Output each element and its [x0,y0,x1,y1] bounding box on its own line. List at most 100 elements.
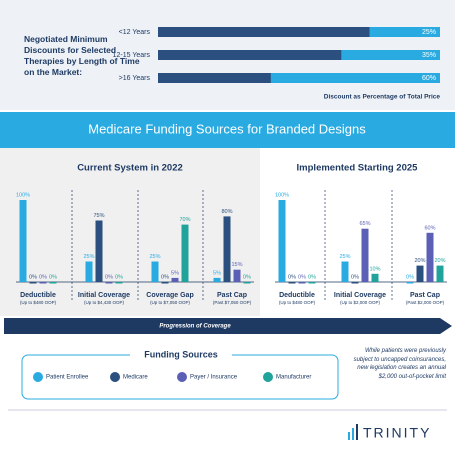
legend-label: Patient Enrollee [46,375,89,381]
value-label: 35% [422,52,436,59]
bar [49,282,57,284]
value-label: 80% [221,209,232,215]
category-label: Coverage Gap [146,292,193,299]
value-label: 25% [149,254,160,260]
banner-bg [0,112,455,148]
value-label: 5% [213,270,221,276]
bar [213,277,221,282]
category-note: (Up to $480 OOP) [279,300,316,305]
bar [233,269,241,282]
category-label: Past Cap [410,292,440,299]
value-label: 70% [179,217,190,223]
logo-mark [348,424,358,440]
category-note: (Past $2,000 OOP) [406,300,445,305]
bar [19,200,27,282]
bar [161,282,169,284]
value-label: 60% [424,225,435,231]
bar [105,282,113,284]
legend-title-bg [130,349,232,361]
bar [95,220,103,282]
value-label: 60% [422,75,436,82]
value-label: 15% [231,262,242,268]
value-label: 0% [115,274,123,280]
bar [171,277,179,282]
value-label: 0% [406,274,414,280]
value-label: 10% [369,266,380,272]
legend-swatch [177,372,187,382]
bar [39,282,47,284]
value-label: 0% [308,274,316,280]
value-label: 20% [414,258,425,264]
value-label: 25% [83,254,94,260]
bar [341,261,349,282]
legend-label: Manufacturer [276,375,311,381]
legend-label: Payer / Insurance [190,375,238,381]
legend-swatch [110,372,120,382]
bar [341,50,440,60]
value-label: 0% [298,274,306,280]
bar [361,228,369,282]
category-note: (Up to $7,050 OOP) [150,300,191,305]
value-label: 25% [339,254,350,260]
bar [29,282,37,284]
bar [243,282,251,284]
bar [151,261,159,282]
bar [223,216,231,282]
value-label: 5% [171,270,179,276]
category-note: (Up to $4,430 OOP) [84,300,125,305]
progression-label: Progression of Coverage [159,324,231,330]
legend-swatch [33,372,43,382]
value-label: 0% [243,274,251,280]
bar [406,282,414,284]
row-label: >16 Years [119,75,151,82]
value-label: 0% [39,274,47,280]
track [158,50,440,60]
current-panel [0,148,260,316]
value-label: 0% [288,274,296,280]
value-label: 0% [161,274,169,280]
bar [288,282,296,284]
bar [369,27,440,37]
bar [416,265,424,282]
bar [181,224,189,282]
value-label: 0% [29,274,37,280]
banner: Medicare Funding Sources for Branded Des… [88,121,366,136]
legend-label: Medicare [123,375,148,381]
legend-title: Funding Sources [144,349,218,359]
bar [426,232,434,282]
category-label: Deductible [20,292,56,299]
value-label: 0% [351,274,359,280]
progression-arrow [4,318,452,334]
row-label: <12 Years [119,29,151,36]
value-label: 75% [93,213,104,219]
category-label: Past Cap [217,292,247,299]
value-label: 100% [16,192,30,198]
bar [278,200,286,282]
category-label: Deductible [279,292,315,299]
category-note: (Up to $2,000 OOP) [340,300,381,305]
x-axis-label: Discount as Percentage of Total Price [324,94,441,101]
row-label: 12-15 Years [113,52,151,59]
note: While patients were previously subject t… [353,348,446,380]
value-label: 65% [359,221,370,227]
legend-swatch [263,372,273,382]
bar [308,282,316,284]
value-label: 100% [275,192,289,198]
bar [298,282,306,284]
discount-title: Negotiated Minimum Discounts for Selecte… [24,34,140,77]
bar [351,282,359,284]
bar [85,261,93,282]
value-label: 0% [49,274,57,280]
category-note: (Up to $480 OOP) [20,300,57,305]
bar [270,73,440,83]
value-label: 25% [422,29,436,36]
bar [371,273,379,282]
logo: TRINITY [363,425,431,441]
track [158,27,440,37]
category-label: Initial Coverage [78,292,130,299]
chart-title: Current System in 2022 [77,163,183,174]
value-label: 20% [434,258,445,264]
chart-title: Implemented Starting 2025 [297,163,419,174]
category-label: Initial Coverage [334,292,386,299]
